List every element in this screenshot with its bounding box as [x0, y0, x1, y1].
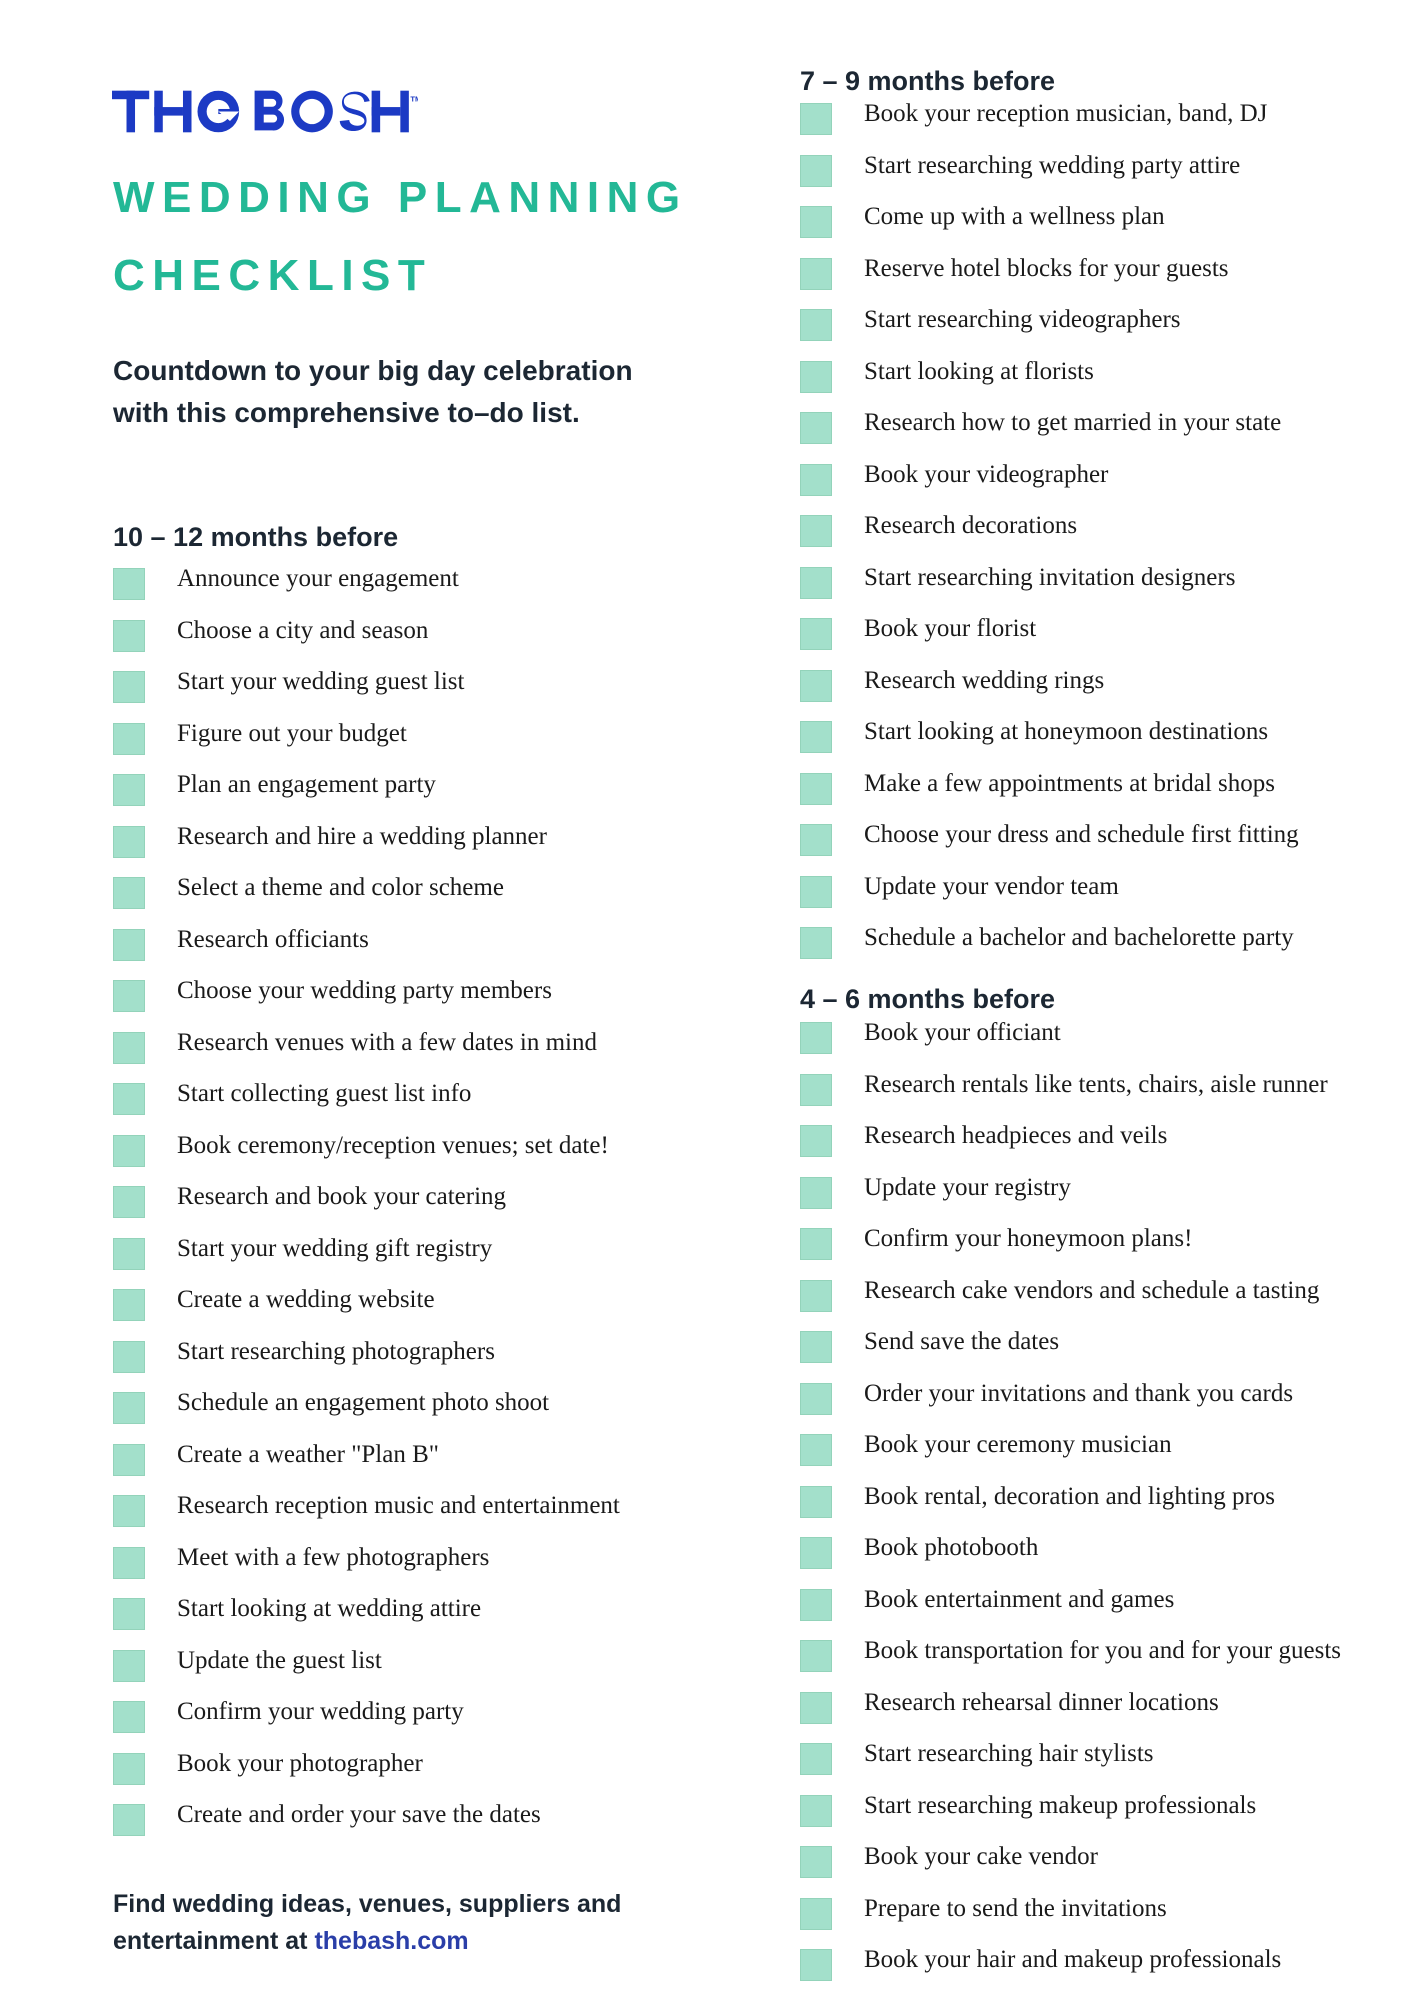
- svg-text:TM: TM: [410, 94, 418, 103]
